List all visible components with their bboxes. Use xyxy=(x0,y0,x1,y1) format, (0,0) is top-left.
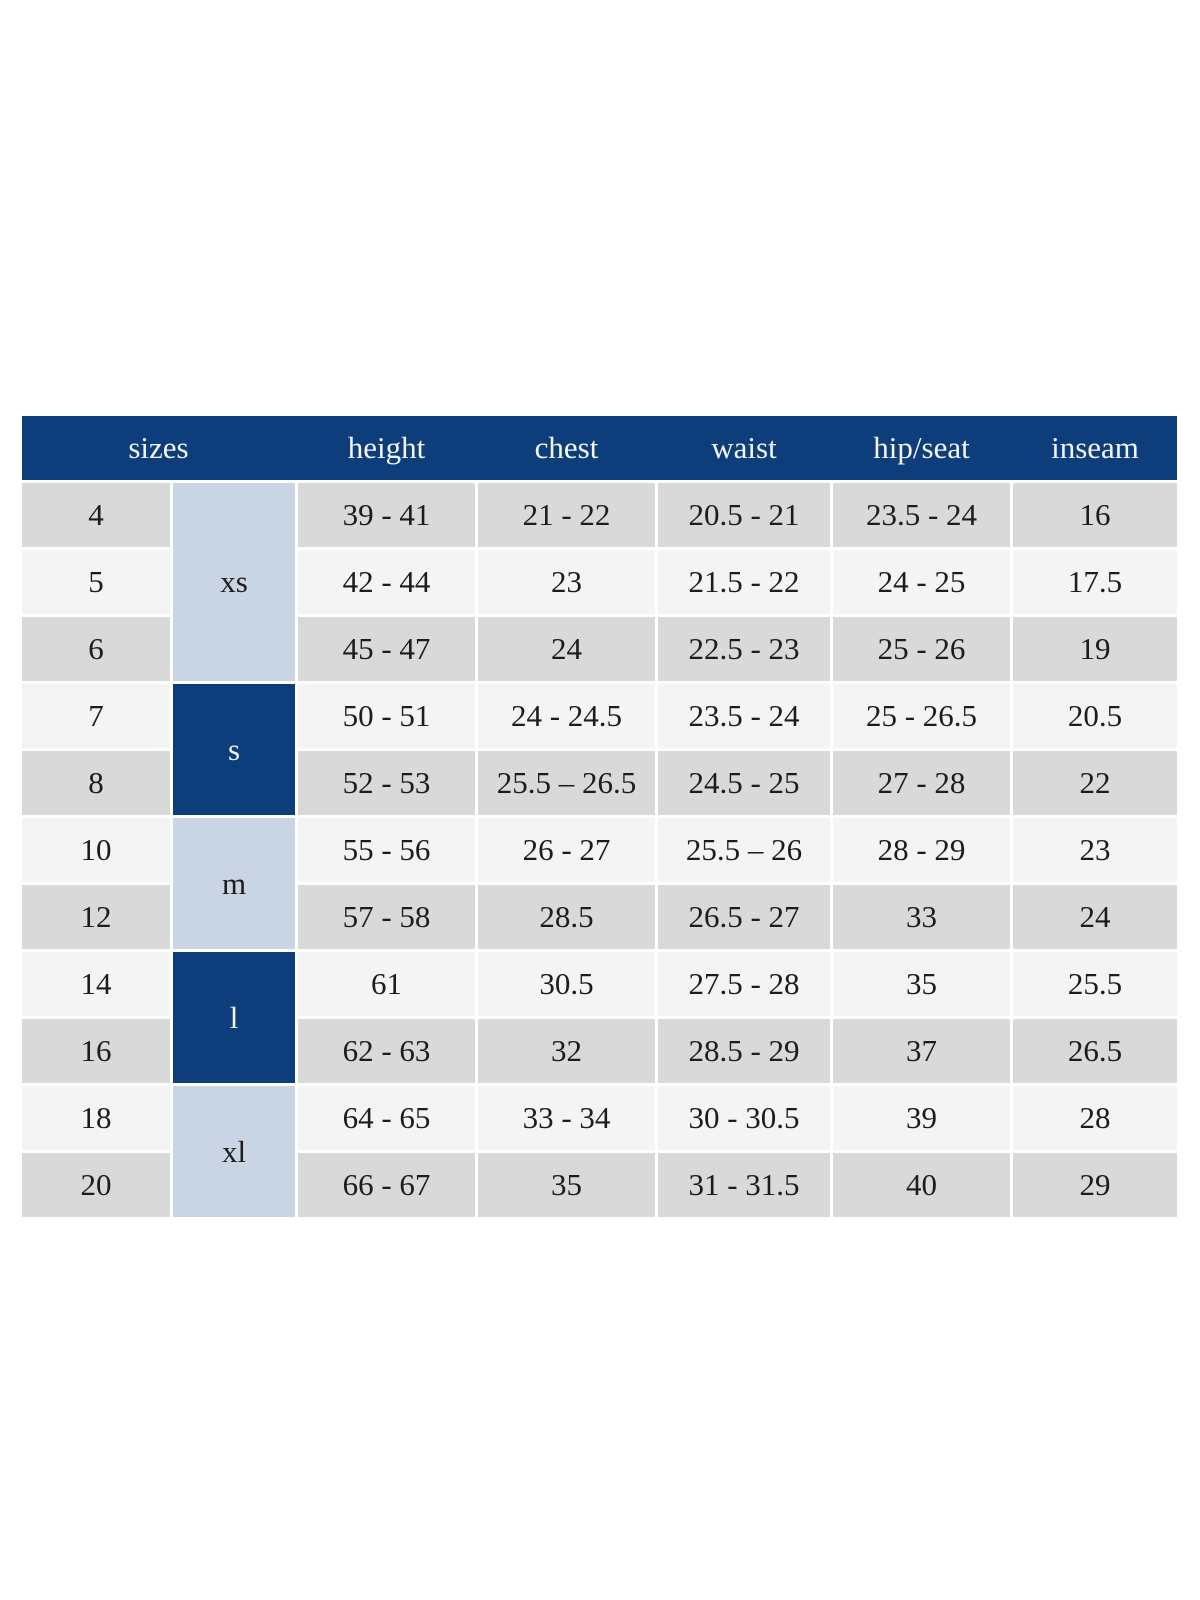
size-cell: 14 xyxy=(22,952,170,1016)
height-cell: 50 - 51 xyxy=(298,684,475,748)
height-cell: 42 - 44 xyxy=(298,550,475,614)
hip-seat-cell: 37 xyxy=(833,1019,1010,1083)
size-group-cell-xl: xl xyxy=(173,1086,295,1217)
hip-seat-cell: 25 - 26 xyxy=(833,617,1010,681)
hip-seat-cell: 25 - 26.5 xyxy=(833,684,1010,748)
chest-cell: 28.5 xyxy=(478,885,655,949)
chest-cell: 24 xyxy=(478,617,655,681)
hip-seat-cell: 39 xyxy=(833,1086,1010,1150)
chest-cell: 26 - 27 xyxy=(478,818,655,882)
inseam-cell: 25.5 xyxy=(1013,952,1177,1016)
chest-cell: 24 - 24.5 xyxy=(478,684,655,748)
height-cell: 62 - 63 xyxy=(298,1019,475,1083)
size-cell: 10 xyxy=(22,818,170,882)
inseam-cell: 29 xyxy=(1013,1153,1177,1217)
height-cell: 61 xyxy=(298,952,475,1016)
size-chart-header-row: sizes height chest waist hip/seat inseam xyxy=(22,416,1177,480)
inseam-cell: 23 xyxy=(1013,818,1177,882)
size-cell: 20 xyxy=(22,1153,170,1217)
size-cell: 6 xyxy=(22,617,170,681)
size-cell: 8 xyxy=(22,751,170,815)
inseam-cell: 22 xyxy=(1013,751,1177,815)
inseam-cell: 19 xyxy=(1013,617,1177,681)
waist-cell: 24.5 - 25 xyxy=(658,751,830,815)
size-cell: 4 xyxy=(22,483,170,547)
waist-cell: 27.5 - 28 xyxy=(658,952,830,1016)
hip-seat-cell: 35 xyxy=(833,952,1010,1016)
waist-cell: 30 - 30.5 xyxy=(658,1086,830,1150)
chest-cell: 21 - 22 xyxy=(478,483,655,547)
column-header-sizes: sizes xyxy=(128,430,189,465)
size-cell: 7 xyxy=(22,684,170,748)
column-header-hip-seat: hip/seat xyxy=(873,430,970,465)
waist-cell: 23.5 - 24 xyxy=(658,684,830,748)
chest-cell: 23 xyxy=(478,550,655,614)
hip-seat-cell: 27 - 28 xyxy=(833,751,1010,815)
height-cell: 57 - 58 xyxy=(298,885,475,949)
waist-cell: 20.5 - 21 xyxy=(658,483,830,547)
chest-cell: 32 xyxy=(478,1019,655,1083)
waist-cell: 22.5 - 23 xyxy=(658,617,830,681)
waist-cell: 21.5 - 22 xyxy=(658,550,830,614)
inseam-cell: 20.5 xyxy=(1013,684,1177,748)
column-header-waist: waist xyxy=(711,430,777,465)
size-group-cell-s: s xyxy=(173,684,295,815)
inseam-cell: 28 xyxy=(1013,1086,1177,1150)
height-cell: 45 - 47 xyxy=(298,617,475,681)
height-cell: 66 - 67 xyxy=(298,1153,475,1217)
size-chart-body: 4 39 - 41 21 - 22 20.5 - 21 23.5 - 24 16 5 42 -… xyxy=(22,483,1177,1217)
inseam-cell: 26.5 xyxy=(1013,1019,1177,1083)
hip-seat-cell: 24 - 25 xyxy=(833,550,1010,614)
waist-cell: 28.5 - 29 xyxy=(658,1019,830,1083)
waist-cell: 26.5 - 27 xyxy=(658,885,830,949)
height-cell: 39 - 41 xyxy=(298,483,475,547)
size-cell: 12 xyxy=(22,885,170,949)
size-cell: 18 xyxy=(22,1086,170,1150)
inseam-cell: 24 xyxy=(1013,885,1177,949)
inseam-cell: 16 xyxy=(1013,483,1177,547)
waist-cell: 31 - 31.5 xyxy=(658,1153,830,1217)
size-group-cell-m: m xyxy=(173,818,295,949)
size-cell: 5 xyxy=(22,550,170,614)
height-cell: 55 - 56 xyxy=(298,818,475,882)
inseam-cell: 17.5 xyxy=(1013,550,1177,614)
hip-seat-cell: 23.5 - 24 xyxy=(833,483,1010,547)
height-cell: 52 - 53 xyxy=(298,751,475,815)
size-chart-table: sizes height chest waist hip/seat inseam… xyxy=(22,416,1177,1217)
height-cell: 64 - 65 xyxy=(298,1086,475,1150)
waist-cell: 25.5 – 26 xyxy=(658,818,830,882)
hip-seat-cell: 33 xyxy=(833,885,1010,949)
hip-seat-cell: 40 xyxy=(833,1153,1010,1217)
size-group-cell-xs: xs xyxy=(173,483,295,681)
column-header-inseam: inseam xyxy=(1051,430,1139,465)
column-header-chest: chest xyxy=(534,430,599,465)
chest-cell: 30.5 xyxy=(478,952,655,1016)
size-cell: 16 xyxy=(22,1019,170,1083)
chest-cell: 33 - 34 xyxy=(478,1086,655,1150)
column-header-height: height xyxy=(347,430,426,465)
chest-cell: 35 xyxy=(478,1153,655,1217)
hip-seat-cell: 28 - 29 xyxy=(833,818,1010,882)
size-group-cell-l: l xyxy=(173,952,295,1083)
chest-cell: 25.5 – 26.5 xyxy=(478,751,655,815)
